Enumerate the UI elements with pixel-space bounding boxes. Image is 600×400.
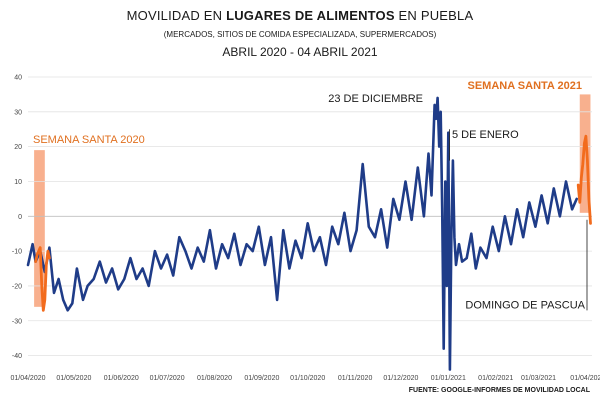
x-tick-label: 01/12/2020 bbox=[383, 375, 418, 382]
semana-santa-2020-band bbox=[34, 150, 45, 307]
annotation-semana-santa-2020: SEMANA SANTA 2020 bbox=[33, 134, 145, 146]
annotation-semana-santa-2021: SEMANA SANTA 2021 bbox=[467, 80, 582, 92]
annotation-5-enero: 5 DE ENERO bbox=[452, 129, 519, 141]
series-line-movilidad bbox=[26, 96, 579, 371]
x-tick-label: 01/05/2020 bbox=[56, 375, 91, 382]
x-tick-label: 01/03/2021 bbox=[521, 375, 556, 382]
semana-santa-2021-band bbox=[579, 94, 591, 213]
y-tick-label: 40 bbox=[14, 75, 22, 82]
series-line-semana-santa-2021 bbox=[576, 134, 592, 225]
x-tick-label: 01/07/2020 bbox=[150, 375, 185, 382]
x-tick-label: 01/09/2020 bbox=[244, 375, 279, 382]
x-tick-label: 01/08/2020 bbox=[197, 375, 232, 382]
series-line-semana-santa-2020 bbox=[34, 246, 51, 312]
x-tick-label: 01/10/2020 bbox=[290, 375, 325, 382]
chart-title: MOVILIDAD EN LUGARES DE ALIMENTOS EN PUE… bbox=[126, 8, 474, 23]
chart-subtitle: (MERCADOS, SITIOS DE COMIDA ESPECIALIZAD… bbox=[163, 30, 437, 39]
x-tick-label: 01/01/2021 bbox=[431, 375, 466, 382]
x-tick-label: 01/11/2020 bbox=[338, 375, 373, 382]
x-tick-label: 01/02/2021 bbox=[478, 375, 513, 382]
y-tick-label: 10 bbox=[14, 179, 22, 186]
annotation-23-diciembre: 23 DE DICIEMBRE bbox=[328, 93, 423, 105]
y-tick-label: -10 bbox=[12, 249, 22, 256]
y-tick-label: -20 bbox=[12, 283, 22, 290]
x-tick-label: 01/04/2020 bbox=[10, 375, 45, 382]
y-tick-label: -30 bbox=[12, 318, 22, 325]
chart-date-range: ABRIL 2020 - 04 ABRIL 2021 bbox=[222, 45, 378, 59]
x-tick-label: 01/04/202 bbox=[570, 375, 600, 382]
y-tick-label: 30 bbox=[14, 109, 22, 116]
chart-source: FUENTE: GOOGLE-INFORMES DE MOVILIDAD LOC… bbox=[408, 387, 590, 394]
annotation-domingo-de-pascua: DOMINGO DE PASCUA bbox=[465, 300, 585, 312]
x-tick-label: 01/06/2020 bbox=[104, 375, 139, 382]
y-tick-label: 0 bbox=[18, 214, 22, 221]
y-tick-label: 20 bbox=[14, 144, 22, 151]
y-tick-label: -40 bbox=[12, 353, 22, 360]
